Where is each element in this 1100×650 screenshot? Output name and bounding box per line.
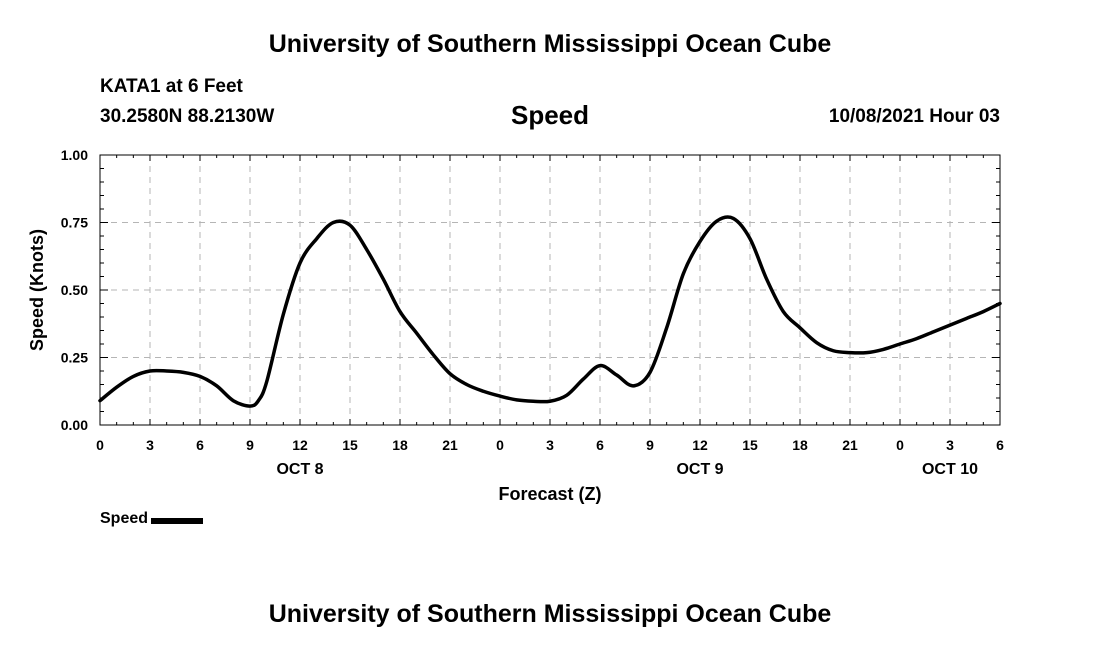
y-tick-label: 0.75 — [61, 215, 88, 231]
x-tick-label: 3 — [546, 437, 554, 453]
station-label: KATA1 at 6 Feet — [100, 76, 243, 97]
x-tick-label: 6 — [996, 437, 1004, 453]
y-tick-label: 1.00 — [61, 147, 88, 163]
x-tick-label: 6 — [596, 437, 604, 453]
y-tick-label: 0.25 — [61, 350, 88, 366]
x-axis-label: Forecast (Z) — [498, 484, 601, 504]
x-tick-label: 9 — [646, 437, 654, 453]
x-tick-label: 0 — [896, 437, 904, 453]
grid-lines — [100, 155, 1000, 425]
footer-title: University of Southern Mississippi Ocean… — [268, 600, 832, 628]
x-tick-label: 12 — [292, 437, 308, 453]
x-tick-label: 0 — [96, 437, 104, 453]
x-tick-label: 21 — [842, 437, 858, 453]
x-tick-label: 6 — [196, 437, 204, 453]
legend-label-speed: Speed — [100, 510, 149, 527]
page-title: University of Southern Mississippi Ocean… — [268, 30, 832, 58]
legend-swatch-speed — [151, 518, 204, 524]
series-layer — [98, 215, 1002, 408]
station-coordinates: 30.2580N 88.2130W — [100, 106, 275, 127]
axis-labels: 0 3 6 9 12 15 18 21 0 3 6 9 12 15 18 21 0 3 6 0.00 0.25 0.50 0… — [27, 147, 1004, 504]
date-label: OCT 8 — [276, 461, 323, 478]
x-tick-label: 0 — [496, 437, 504, 453]
legend: Speed — [100, 510, 204, 528]
x-tick-label: 15 — [742, 437, 758, 453]
series-line-speed — [98, 215, 1002, 408]
x-tick-label: 9 — [246, 437, 254, 453]
x-tick-label: 18 — [392, 437, 408, 453]
chart-title: Speed — [510, 100, 590, 130]
forecast-datetime: 10/08/2021 Hour 03 — [828, 106, 1000, 127]
plot-frame — [99, 154, 1001, 426]
x-tick-label: 12 — [692, 437, 708, 453]
x-tick-label: 3 — [146, 437, 154, 453]
date-label: OCT 9 — [676, 461, 723, 478]
y-tick-label: 0.00 — [61, 417, 88, 433]
x-tick-label: 18 — [792, 437, 808, 453]
y-axis-label: Speed (Knots) — [27, 229, 47, 351]
x-tick-label: 15 — [342, 437, 358, 453]
x-tick-label: 21 — [442, 437, 458, 453]
y-tick-label: 0.50 — [61, 282, 88, 298]
date-label: OCT 10 — [922, 461, 978, 478]
x-tick-label: 3 — [946, 437, 954, 453]
